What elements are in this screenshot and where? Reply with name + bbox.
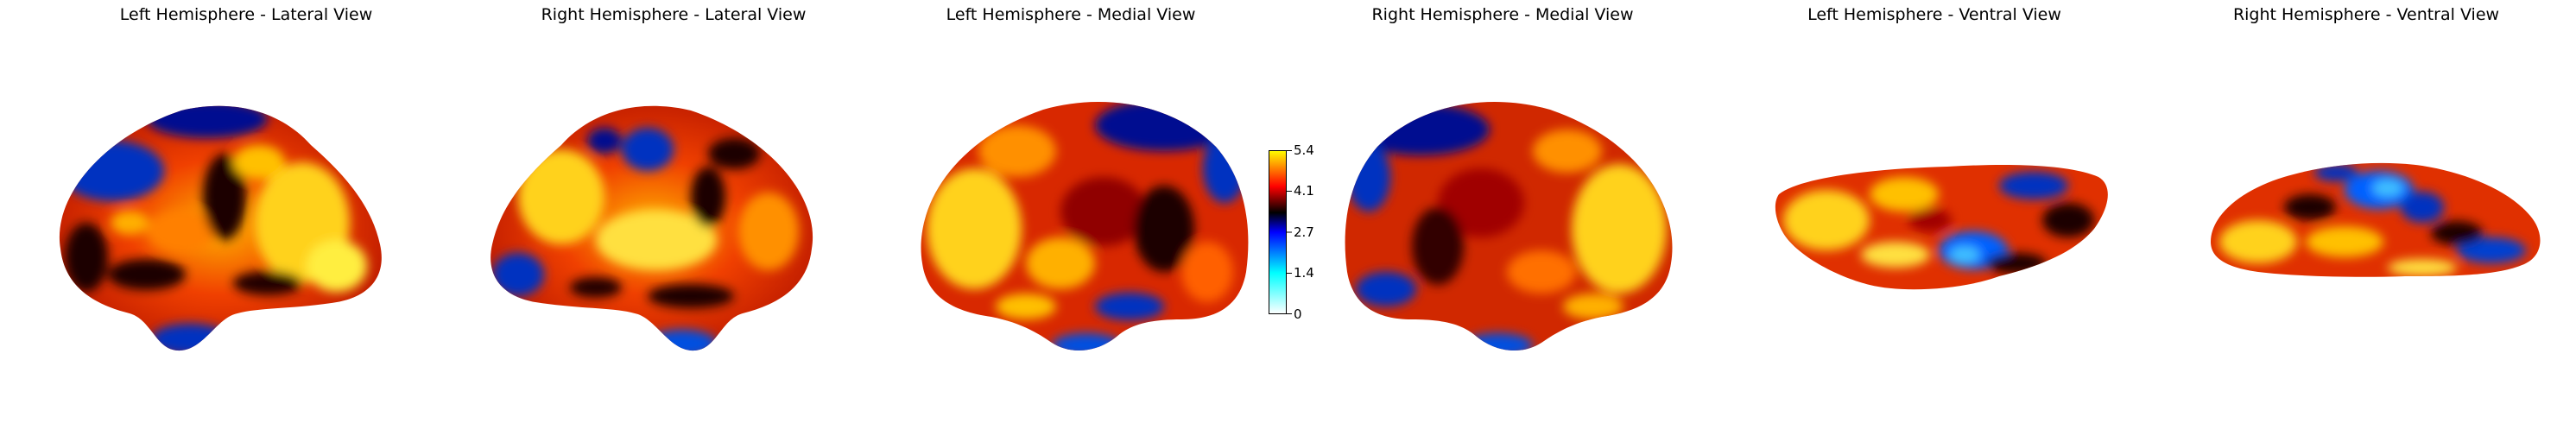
surface-left-medial xyxy=(921,102,1249,351)
colorbar xyxy=(1269,150,1292,314)
panel-title-left-ventral: Left Hemisphere - Ventral View xyxy=(1807,5,2061,24)
panel-title-left-medial: Left Hemisphere - Medial View xyxy=(946,5,1196,24)
brain-left-lateral xyxy=(59,105,382,351)
surface-left-lateral xyxy=(59,105,382,351)
surface-right-medial xyxy=(1345,102,1673,351)
panel-title-right-ventral: Right Hemisphere - Ventral View xyxy=(2232,5,2500,24)
brain-right-lateral xyxy=(491,105,813,351)
panel-title-left-lateral: Left Hemisphere - Lateral View xyxy=(119,5,373,24)
brain-left-medial xyxy=(921,102,1249,351)
surface-right-lateral xyxy=(491,105,813,351)
colorbar-tick-label: 4.1 xyxy=(1294,183,1314,199)
panel-title-right-medial: Right Hemisphere - Medial View xyxy=(1371,5,1634,24)
colorbar-tick-label: 0 xyxy=(1294,306,1302,322)
surface-left-ventral xyxy=(1775,164,2108,290)
colorbar-gradient xyxy=(1269,150,1287,314)
brain-right-ventral xyxy=(2211,162,2541,277)
brain-left-ventral xyxy=(1775,164,2108,290)
brain-right-medial xyxy=(1345,102,1673,351)
colorbar-tick-label: 1.4 xyxy=(1294,265,1314,281)
panel-title-right-lateral: Right Hemisphere - Lateral View xyxy=(541,5,807,24)
surface-right-ventral xyxy=(2211,162,2541,277)
colorbar-tick-label: 5.4 xyxy=(1294,142,1314,158)
colorbar-tick-label: 2.7 xyxy=(1294,224,1314,240)
